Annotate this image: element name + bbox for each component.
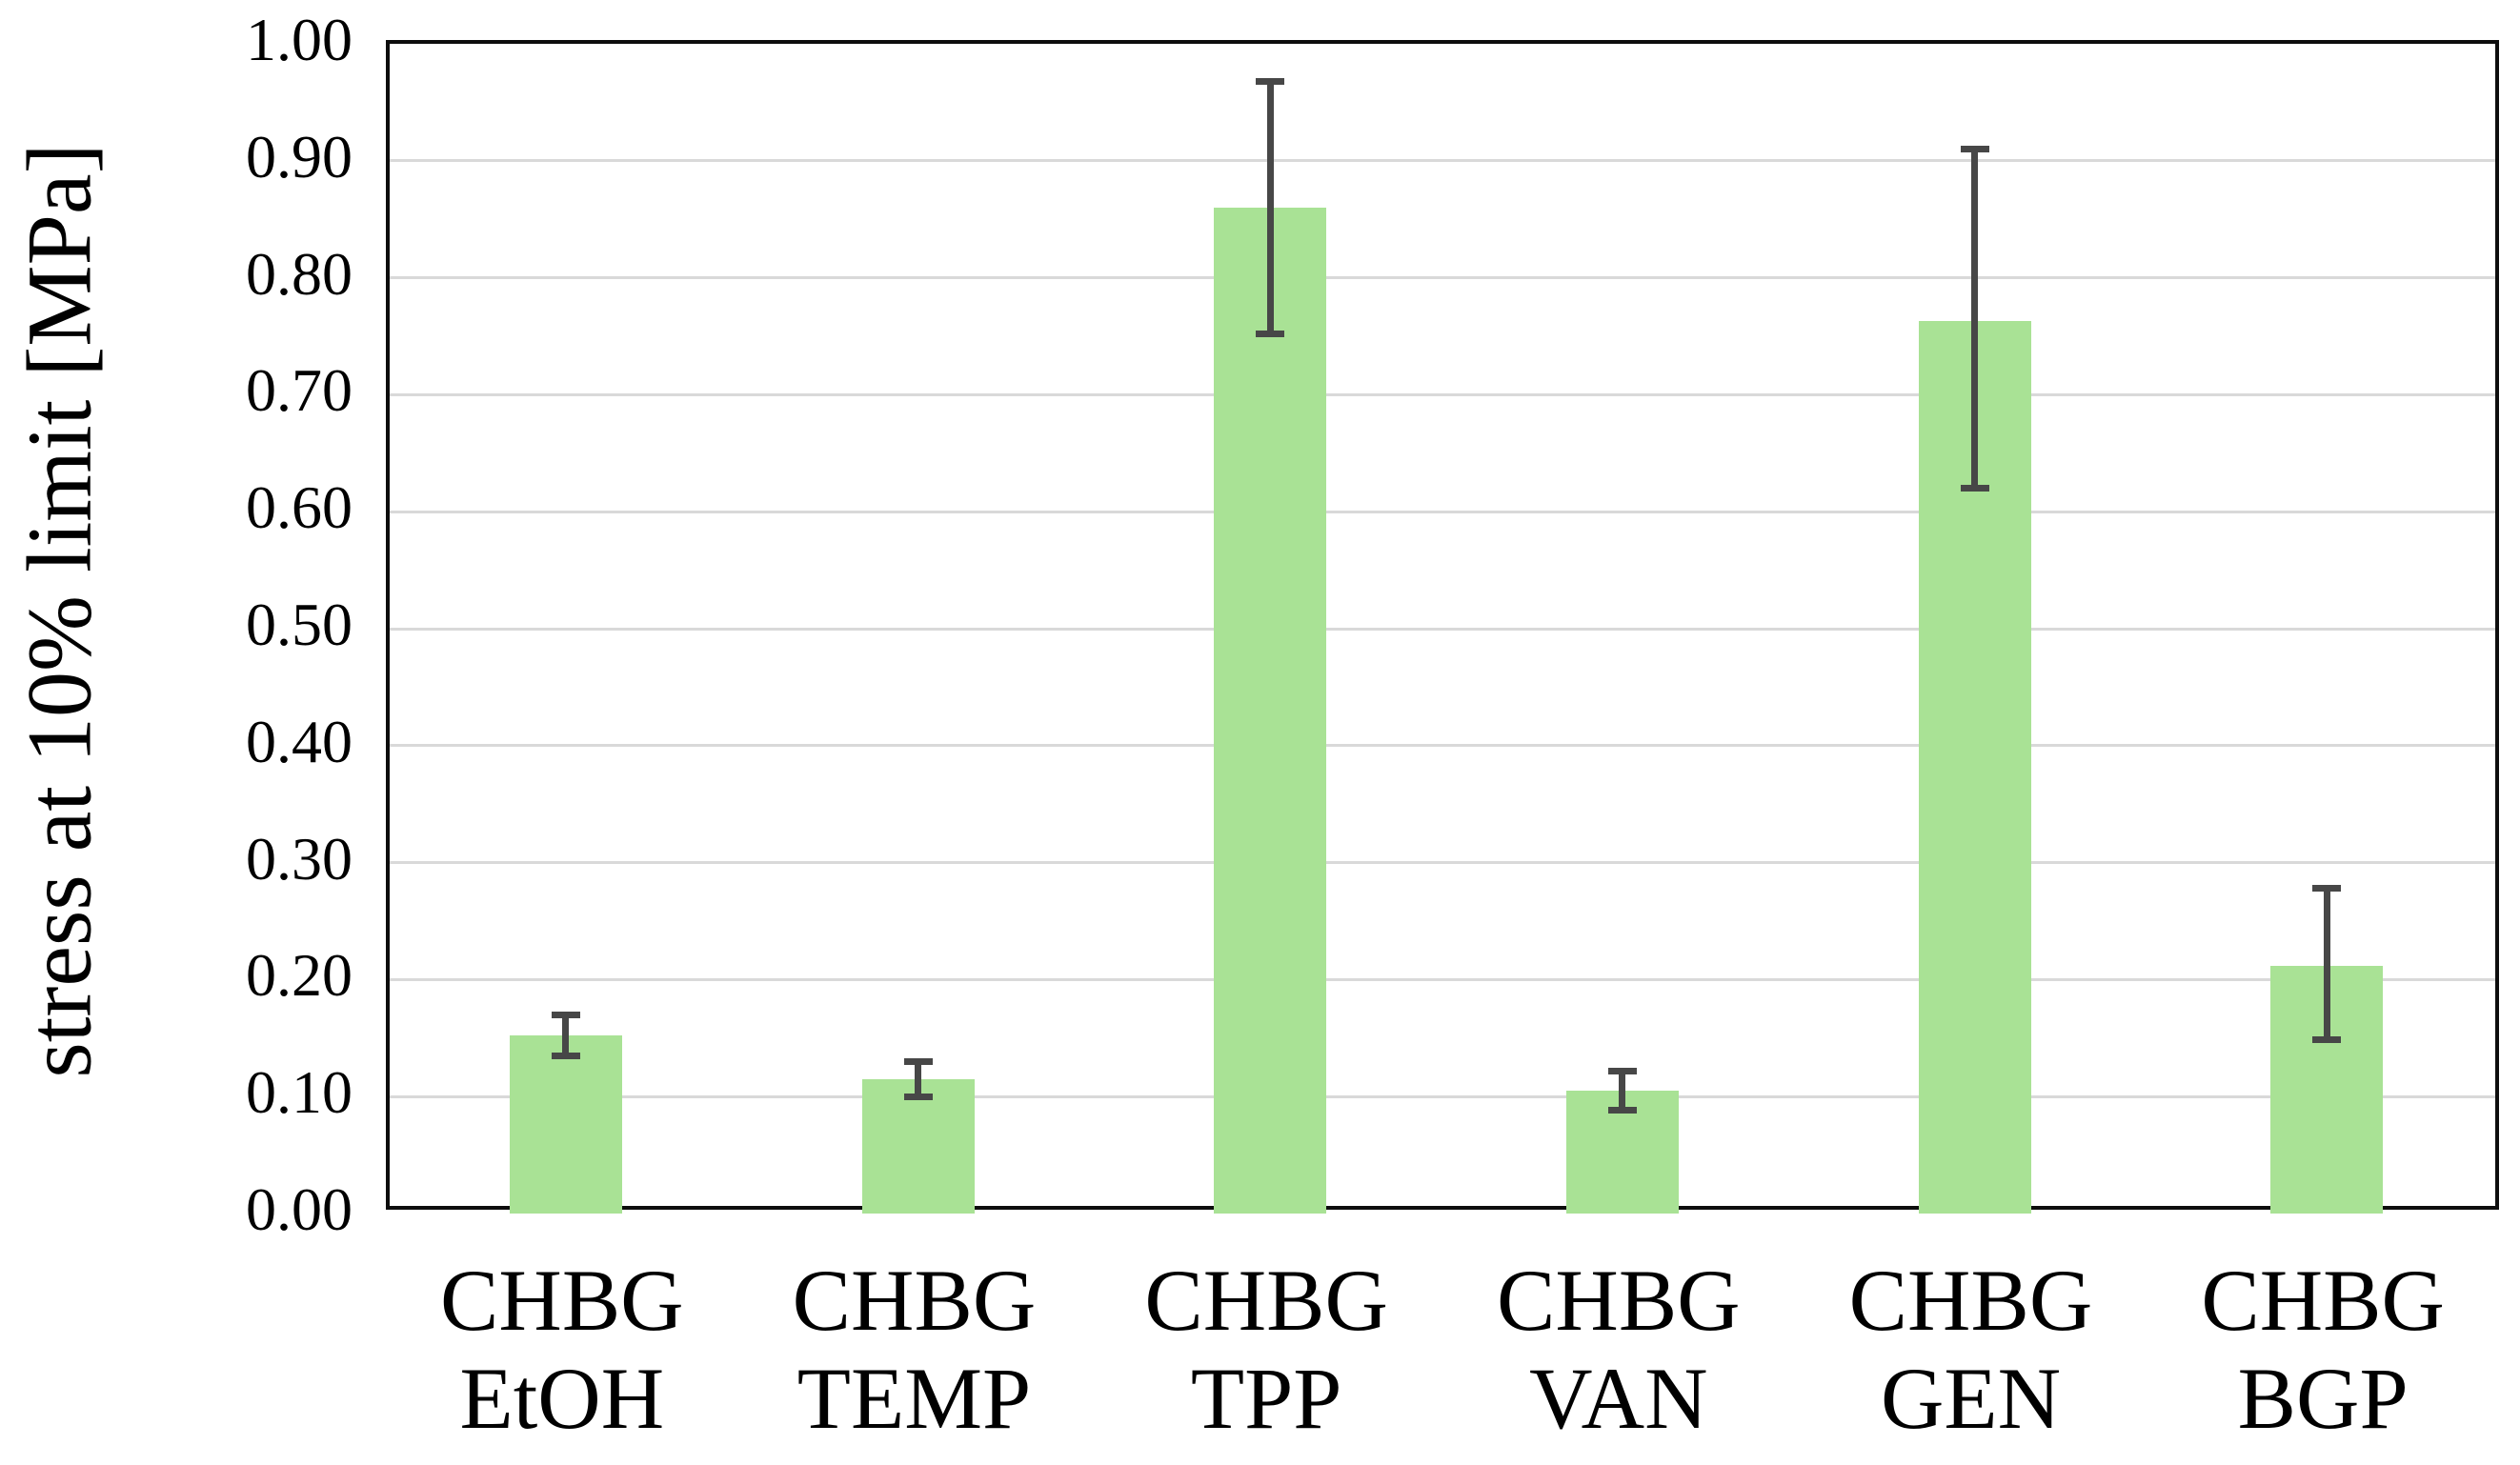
error-cap-top-chbg-bgp <box>2312 885 2342 893</box>
gridline-0.90 <box>390 159 2495 163</box>
gridline-0.70 <box>390 392 2495 396</box>
y-tick-label-0.20: 0.20 <box>246 941 353 1010</box>
x-label-chbg-tpp: CHBG TPP <box>1090 1252 1442 1448</box>
error-cap-bottom-chbg-gen <box>1960 485 1989 492</box>
x-label-chbg-gen: CHBG GEN <box>1795 1252 2147 1448</box>
x-label-line: GEN <box>1880 1350 2062 1448</box>
x-label-chbg-temp: CHBG TEMP <box>738 1252 1091 1448</box>
x-label-line: CHBG <box>792 1252 1037 1349</box>
gridline-0.20 <box>390 977 2495 981</box>
error-bar-chbg-etoh <box>562 1014 570 1056</box>
y-tick-label-1.00: 1.00 <box>246 6 353 73</box>
x-label-line: TEMP <box>796 1350 1032 1448</box>
error-cap-bottom-chbg-etoh <box>551 1052 580 1059</box>
gridline-0.40 <box>390 744 2495 748</box>
x-label-chbg-etoh: CHBG EtOH <box>386 1252 738 1448</box>
x-label-chbg-van: CHBG VAN <box>1442 1252 1795 1448</box>
bar-chbg-temp <box>861 1078 975 1214</box>
bar-chbg-tpp <box>1214 207 1327 1214</box>
y-axis-title: stress at 10% limit [MPa] <box>8 143 111 1078</box>
error-cap-bottom-chbg-van <box>1607 1107 1637 1114</box>
error-bar-chbg-bgp <box>2323 888 2330 1040</box>
x-label-chbg-bgp: CHBG BGP <box>2147 1252 2499 1448</box>
error-cap-bottom-chbg-temp <box>903 1093 933 1100</box>
gridline-0.80 <box>390 276 2495 280</box>
error-bar-chbg-temp <box>915 1061 921 1097</box>
y-tick-label-0.80: 0.80 <box>246 239 353 308</box>
x-label-line: BGP <box>2237 1350 2409 1448</box>
y-tick-label-0.30: 0.30 <box>246 824 353 893</box>
error-cap-top-chbg-tpp <box>1256 77 1285 85</box>
error-cap-bottom-chbg-bgp <box>2312 1035 2342 1043</box>
y-tick-label-0.90: 0.90 <box>246 122 353 191</box>
error-bar-chbg-tpp <box>1266 81 1274 334</box>
y-tick-label-0.00: 0.00 <box>246 1175 353 1243</box>
gridline-0.10 <box>390 1094 2495 1098</box>
x-label-line: CHBG <box>2201 1252 2445 1349</box>
error-bar-chbg-van <box>1619 1071 1626 1111</box>
error-cap-top-chbg-gen <box>1960 146 1989 153</box>
gridline-0.50 <box>390 627 2495 631</box>
y-tick-label-0.40: 0.40 <box>246 707 353 775</box>
error-bar-chbg-gen <box>1971 149 1978 489</box>
x-label-line: VAN <box>1529 1350 1708 1448</box>
x-label-line: EtOH <box>459 1350 665 1448</box>
bar-chbg-etoh <box>509 1035 622 1214</box>
y-tick-label-0.70: 0.70 <box>246 356 353 425</box>
x-label-line: TPP <box>1190 1350 1342 1448</box>
error-cap-top-chbg-etoh <box>551 1011 580 1018</box>
x-label-line: CHBG <box>440 1252 684 1349</box>
error-cap-top-chbg-van <box>1607 1067 1637 1074</box>
x-label-line: CHBG <box>1848 1252 2093 1349</box>
gridline-0.60 <box>390 510 2495 513</box>
error-cap-top-chbg-temp <box>903 1057 933 1065</box>
y-tick-label-0.50: 0.50 <box>246 591 353 658</box>
y-tick-label-0.10: 0.10 <box>246 1058 353 1127</box>
gridline-0.30 <box>390 861 2495 865</box>
error-cap-bottom-chbg-tpp <box>1256 331 1285 338</box>
x-label-line: CHBG <box>1497 1252 1741 1349</box>
y-tick-label-0.60: 0.60 <box>246 473 353 542</box>
plot-area <box>386 40 2499 1214</box>
x-label-line: CHBG <box>1144 1252 1388 1349</box>
